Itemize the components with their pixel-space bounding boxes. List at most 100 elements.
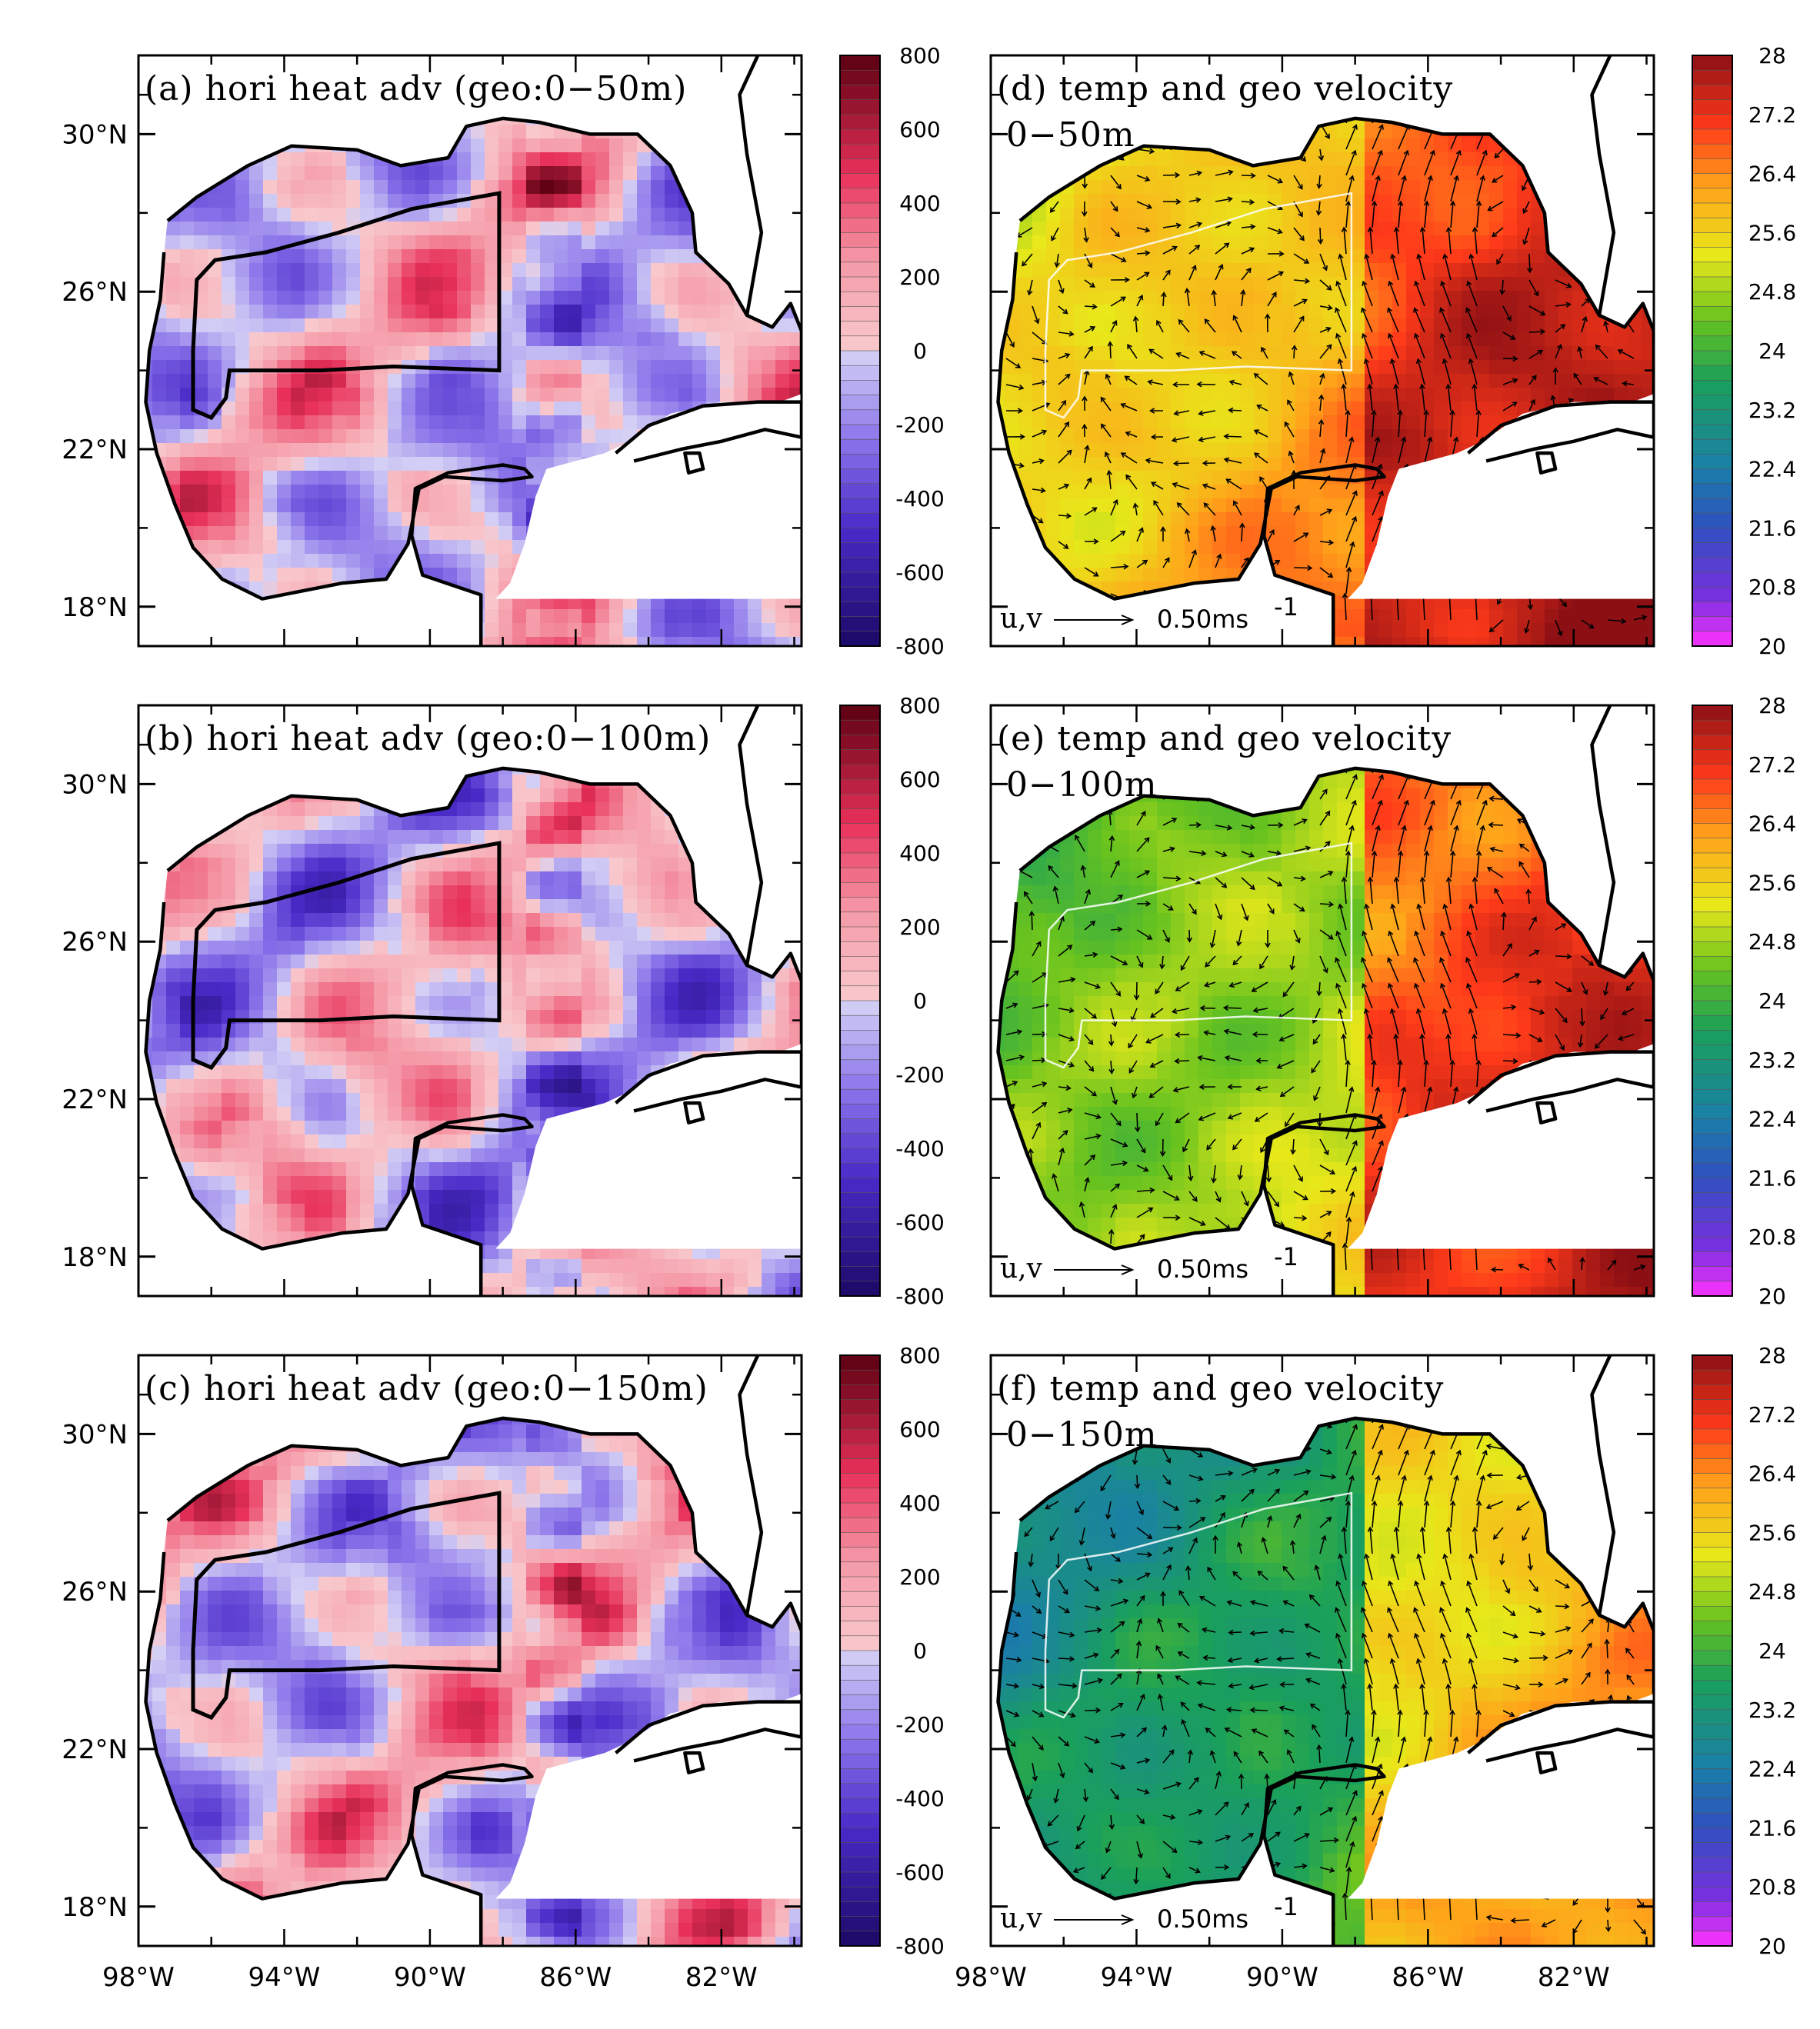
colorbar-segment — [1692, 719, 1733, 736]
lon-tick-label: 82°W — [1538, 1962, 1610, 1993]
colorbar-segment — [1692, 1606, 1733, 1622]
coastline — [144, 55, 802, 646]
lat-tick-label: 26°N — [62, 927, 128, 958]
colorbar-tick-label: 24 — [1758, 988, 1786, 1014]
colorbar-segment — [839, 705, 881, 721]
colorbar-frame — [1692, 55, 1733, 647]
temperature-colorbar: 28 27.2 26.4 25.6 24.8 24 23.2 22.4 21.6 20.8 20 — [1692, 693, 1796, 1309]
colorbar-tick-label: -800 — [895, 1284, 945, 1309]
lon-tick-label: 94°W — [1101, 1962, 1173, 1993]
colorbar-segment — [839, 571, 881, 588]
colorbar-segment — [839, 1384, 881, 1401]
colorbar-segment — [839, 1221, 881, 1238]
analysis-region-outline — [1044, 841, 1353, 1069]
colorbar-segment — [1692, 1901, 1733, 1917]
colorbar-segment — [839, 1266, 881, 1282]
vector-key-value: 0.50ms — [1157, 1904, 1248, 1934]
colorbar-segment — [1692, 1871, 1733, 1888]
colorbar-segment — [839, 291, 881, 308]
colorbar-tick-label: 24 — [1758, 338, 1786, 364]
colorbar-segment — [1692, 1591, 1733, 1608]
colorbar-segment — [1692, 1797, 1733, 1814]
colorbar-segment — [839, 616, 881, 632]
lon-tick-label: 86°W — [539, 1962, 612, 1993]
colorbar-segment — [839, 1251, 881, 1268]
colorbar-segment — [839, 1192, 881, 1208]
colorbar-segment — [839, 1443, 881, 1460]
colorbar-segment — [1692, 971, 1733, 987]
colorbar-segment — [1692, 1754, 1733, 1770]
colorbar-segment — [1692, 1236, 1733, 1253]
colorbar-segment — [839, 335, 881, 351]
colorbar-segment — [1692, 1414, 1733, 1430]
colorbar-segment — [1692, 528, 1733, 544]
colorbar-segment — [1692, 956, 1733, 972]
colorbar-segment — [839, 1488, 881, 1504]
colorbar-tick-label: 21.6 — [1748, 515, 1796, 541]
colorbar-segment — [1692, 911, 1733, 928]
colorbar-segment — [1692, 306, 1733, 322]
colorbar-segment — [839, 1886, 881, 1903]
colorbar-tick-label: -200 — [895, 1712, 945, 1737]
colorbar-segment — [839, 1857, 881, 1873]
colorbar-segment — [839, 409, 881, 425]
colorbar-segment — [839, 395, 881, 411]
vector-key-unit-exponent: -1 — [1274, 1242, 1298, 1271]
colorbar-segment — [839, 1281, 881, 1297]
colorbar-segment — [1692, 247, 1733, 263]
colorbar-segment — [1692, 158, 1733, 175]
colorbar-segment — [1692, 705, 1733, 721]
colorbar-segment — [1692, 365, 1733, 381]
colorbar-tick-label: 22.4 — [1748, 1757, 1796, 1782]
map-frame — [137, 704, 803, 1298]
colorbar-segment — [839, 735, 881, 751]
colorbar-tick-label: 26.4 — [1748, 1461, 1796, 1487]
colorbar-segment — [839, 232, 881, 248]
panel-subtitle: 0−150m — [1006, 1415, 1158, 1454]
panel-subtitle: 0−100m — [1006, 765, 1158, 805]
colorbar-segment — [1692, 1014, 1733, 1031]
colorbar-segment — [1692, 202, 1733, 219]
colorbar-segment — [839, 55, 881, 72]
colorbar-segment — [839, 1650, 881, 1667]
colorbar-tick-label: -200 — [895, 1062, 945, 1088]
map-frame — [989, 704, 1655, 1298]
heat-advection-field — [145, 768, 802, 1296]
colorbar-segment — [839, 1664, 881, 1681]
colorbar-segment — [1692, 1842, 1733, 1858]
map-panel-b: (b) hori heat adv (geo:0−100m) 30°N 26°N 22… — [62, 693, 944, 1309]
colorbar-segment — [1692, 1886, 1733, 1903]
heat-advection-field — [145, 118, 802, 646]
colorbar-tick-label: 600 — [899, 1417, 940, 1442]
colorbar-segment — [1692, 1458, 1733, 1474]
vector-key-label: u,v — [1000, 603, 1043, 635]
colorbar-segment — [839, 321, 881, 337]
analysis-region-outline — [1044, 1491, 1353, 1719]
colorbar-segment — [1692, 1104, 1733, 1120]
lat-tick-label: 18°N — [62, 1892, 128, 1923]
colorbar-segment — [839, 1354, 881, 1371]
colorbar-segment — [839, 1797, 881, 1814]
lat-tick-label: 18°N — [62, 1242, 128, 1273]
colorbar-tick-label: 200 — [899, 265, 940, 290]
panel-title: (f) temp and geo velocity — [997, 1369, 1444, 1408]
colorbar-segment — [839, 1104, 881, 1120]
colorbar-segment — [839, 793, 881, 810]
colorbar-segment — [1692, 749, 1733, 765]
arrowhead-icon — [1121, 1914, 1135, 1925]
colorbar-segment — [839, 749, 881, 765]
colorbar-tick-label: -600 — [895, 1210, 945, 1235]
colorbar-segment — [839, 1842, 881, 1858]
colorbar-segment — [839, 1916, 881, 1932]
colorbar-tick-label: -400 — [895, 486, 945, 511]
vector-key-value: 0.50ms — [1157, 1254, 1248, 1284]
colorbar-segment — [839, 262, 881, 278]
colorbar-segment — [839, 1931, 881, 1947]
colorbar-segment — [839, 1709, 881, 1725]
colorbar-tick-label: 600 — [899, 767, 940, 792]
colorbar-frame — [1692, 705, 1733, 1297]
colorbar-segment — [1692, 350, 1733, 367]
colorbar-segment — [839, 1014, 881, 1031]
colorbar-segment — [1692, 188, 1733, 204]
colorbar-segment — [839, 1502, 881, 1519]
